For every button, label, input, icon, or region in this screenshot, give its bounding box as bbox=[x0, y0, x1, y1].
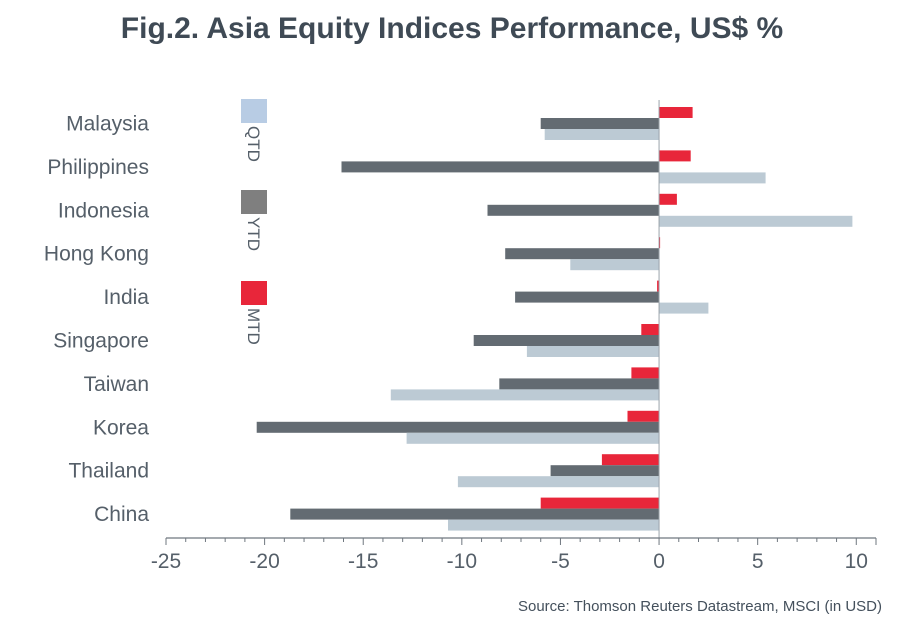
x-tick-label: 5 bbox=[752, 550, 764, 573]
legend-label-ytd: YTD bbox=[244, 217, 263, 251]
bar-mtd-singapore bbox=[641, 324, 660, 335]
x-tick-label: -5 bbox=[551, 550, 570, 573]
legend-label-qtd: QTD bbox=[244, 126, 263, 162]
bar-qtd-singapore bbox=[526, 346, 659, 357]
bar-qtd-indonesia bbox=[659, 215, 853, 227]
bar-qtd-philippines bbox=[659, 172, 766, 184]
bar-ytd-singapore bbox=[473, 335, 660, 346]
bar-mtd-korea bbox=[627, 410, 660, 422]
bar-ytd-taiwan bbox=[499, 378, 660, 390]
category-label-malaysia: Malaysia bbox=[66, 113, 149, 136]
bar-qtd-hong-kong bbox=[570, 259, 660, 271]
bar-ytd-india bbox=[515, 291, 660, 303]
category-label-singapore: Singapore bbox=[53, 330, 149, 353]
bar-mtd-indonesia bbox=[659, 193, 677, 205]
bar-qtd-malaysia bbox=[544, 129, 660, 140]
bar-ytd-thailand bbox=[550, 465, 660, 477]
bar-qtd-taiwan bbox=[390, 389, 659, 401]
x-axis: -25 -20 -15 -10 -5 0 5 10 bbox=[151, 537, 877, 573]
category-labels: Malaysia Philippines Indonesia Hong Kong Ind… bbox=[44, 113, 149, 527]
category-label-philippines: Philippines bbox=[47, 156, 149, 179]
bar-ytd-hong-kong bbox=[505, 248, 659, 260]
chart-title: Fig.2. Asia Equity Indices Performance, … bbox=[120, 12, 784, 45]
bar-qtd-india bbox=[659, 302, 709, 314]
bar-mtd-india bbox=[657, 280, 660, 292]
legend-swatch-mtd bbox=[241, 281, 267, 305]
category-label-taiwan: Taiwan bbox=[84, 373, 149, 396]
category-label-hong-kong: Hong Kong bbox=[44, 243, 149, 266]
bar-ytd-philippines bbox=[341, 161, 659, 173]
bar-qtd-thailand bbox=[457, 476, 660, 488]
category-label-indonesia: Indonesia bbox=[58, 199, 149, 222]
legend-swatch-ytd bbox=[241, 190, 267, 214]
source-note: Source: Thomson Reuters Datastream, MSCI… bbox=[517, 598, 882, 615]
bar-mtd-philippines bbox=[659, 150, 691, 162]
x-tick-label: 10 bbox=[845, 550, 868, 573]
bars-group bbox=[256, 100, 853, 538]
x-tick-label: -10 bbox=[447, 550, 477, 573]
category-label-thailand: Thailand bbox=[68, 460, 149, 483]
x-tick-label: 0 bbox=[653, 550, 665, 573]
category-label-korea: Korea bbox=[93, 416, 149, 439]
bar-mtd-malaysia bbox=[659, 107, 693, 118]
bar-mtd-china bbox=[540, 497, 659, 509]
bar-mtd-hong-kong bbox=[659, 237, 661, 249]
x-tick-label: -20 bbox=[249, 550, 279, 573]
category-label-india: India bbox=[103, 286, 149, 309]
category-label-china: China bbox=[94, 503, 149, 526]
legend: QTD YTD MTD bbox=[241, 99, 267, 345]
bar-qtd-china bbox=[448, 519, 659, 531]
legend-swatch-qtd bbox=[241, 99, 267, 123]
bar-ytd-korea bbox=[256, 421, 659, 433]
bar-ytd-china bbox=[290, 508, 660, 520]
x-tick-label: -25 bbox=[151, 550, 181, 573]
bar-mtd-taiwan bbox=[631, 367, 659, 379]
bar-qtd-korea bbox=[406, 432, 659, 444]
bar-ytd-malaysia bbox=[540, 118, 659, 129]
x-tick-label: -15 bbox=[348, 550, 378, 573]
bar-mtd-thailand bbox=[601, 454, 660, 466]
legend-label-mtd: MTD bbox=[244, 308, 263, 345]
bar-ytd-indonesia bbox=[487, 204, 660, 216]
